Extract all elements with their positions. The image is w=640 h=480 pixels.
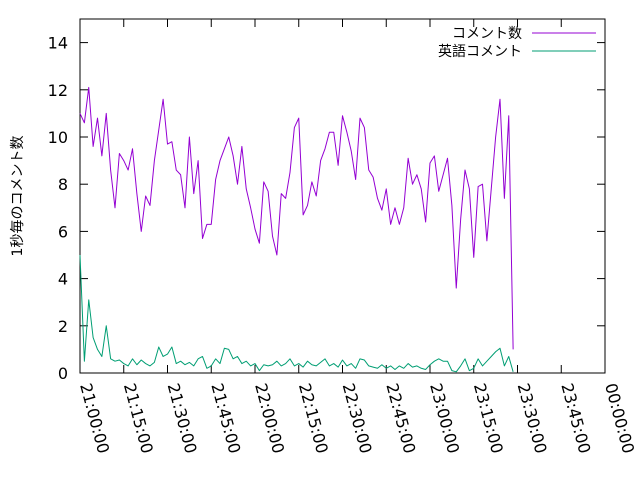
y-tick-label: 4: [58, 270, 68, 289]
x-tick-label: 00:00:00: [601, 381, 638, 455]
series-line-english-comments: [79, 254, 514, 373]
x-tick-label: 21:30:00: [164, 381, 201, 455]
y-tick-label: 8: [58, 175, 68, 194]
legend-label: 英語コメント: [438, 43, 522, 60]
y-axis-ticks: 0 2 4 6 8 10 12 14: [48, 34, 605, 383]
y-tick-label: 0: [58, 364, 68, 383]
plot-frame: [79, 18, 606, 374]
x-tick-label: 23:00:00: [426, 381, 463, 455]
x-tick-label: 22:00:00: [251, 381, 288, 455]
y-tick-label: 6: [58, 222, 68, 241]
x-tick-label: 23:30:00: [514, 381, 551, 455]
x-tick-label: 22:30:00: [339, 381, 376, 455]
series-line-comments: [79, 86, 514, 350]
y-tick-label: 2: [58, 317, 68, 336]
legend-label: コメント数: [452, 26, 522, 42]
x-tick-label: 22:45:00: [382, 381, 419, 455]
y-tick-label: 12: [48, 81, 68, 100]
series-lines: [79, 86, 514, 373]
y-tick-label: 14: [48, 34, 68, 53]
x-tick-label: 23:15:00: [470, 381, 507, 455]
x-tick-label: 21:15:00: [120, 381, 157, 455]
x-tick-label: 21:45:00: [207, 381, 244, 455]
y-tick-label: 10: [48, 128, 68, 147]
x-tick-label: 21:00:00: [76, 381, 113, 455]
x-tick-label: 23:45:00: [557, 381, 594, 455]
x-tick-label: 22:15:00: [295, 381, 332, 455]
y-axis-label: 1秒毎のコメント数: [10, 136, 26, 257]
x-axis-ticks: 21:00:00 21:15:00 21:30:00 21:45:00 22:00:00…: [76, 19, 638, 455]
